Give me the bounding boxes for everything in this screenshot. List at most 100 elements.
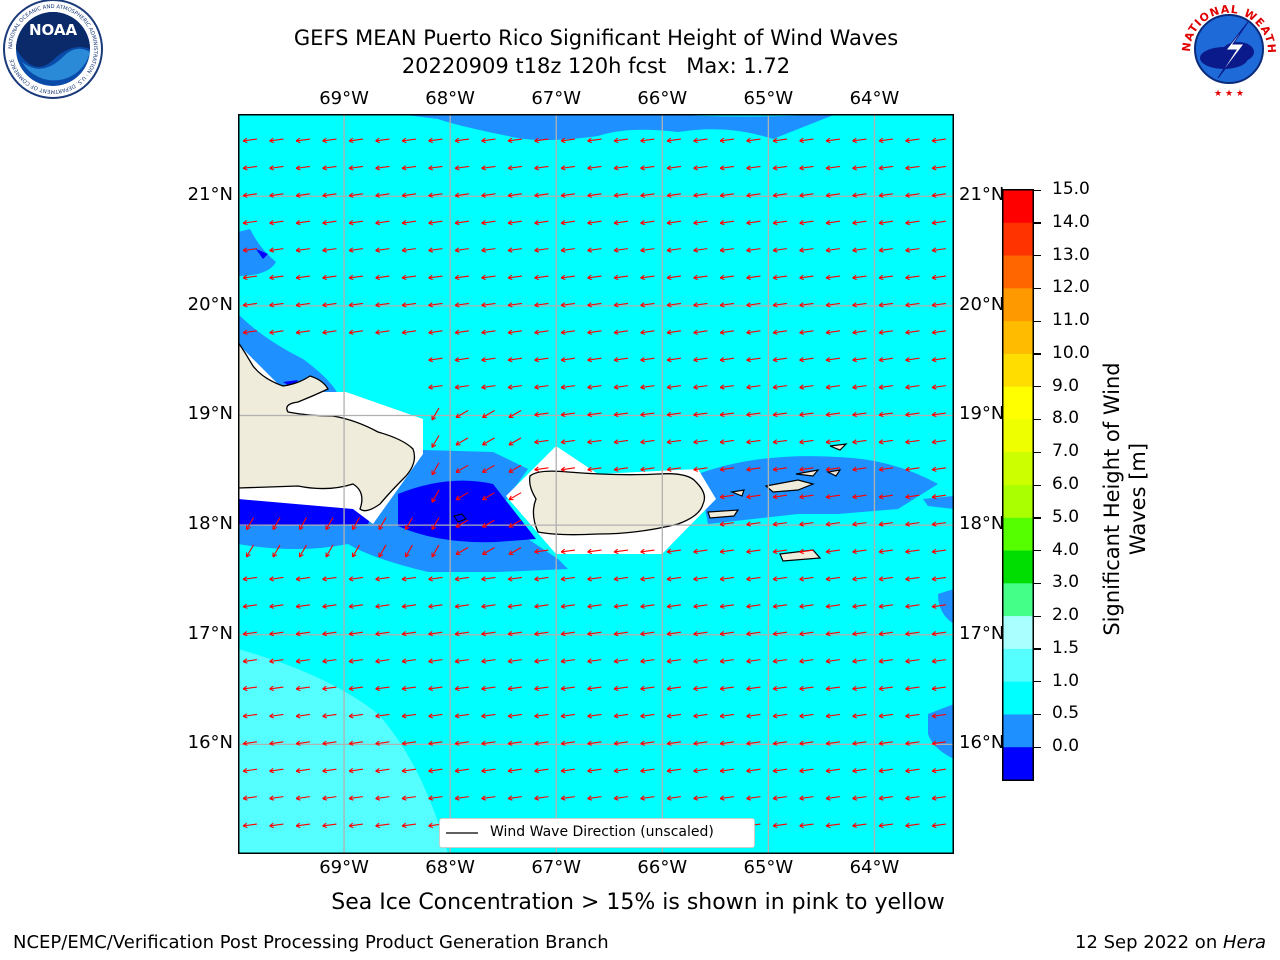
wind-arrow [295, 576, 311, 582]
wind-arrow [560, 576, 576, 582]
wind-arrow [905, 439, 920, 445]
wind-arrow [428, 767, 443, 774]
colorbar-tick-label: 4.0 [1052, 539, 1080, 560]
wind-arrow [348, 795, 364, 801]
wind-arrow [852, 356, 867, 363]
wind-arrow [560, 165, 576, 171]
wind-arrow [772, 740, 788, 746]
lat-tick-right: 17°N [959, 622, 1005, 644]
lon-tick-top: 66°W [637, 88, 688, 109]
wind-arrow [931, 329, 947, 335]
wind-arrow [719, 521, 735, 527]
wind-arrow [454, 767, 470, 774]
wind-arrow [613, 630, 629, 637]
wind-arrow [378, 544, 387, 558]
wind-arrow [825, 795, 841, 801]
wind-arrow [269, 767, 284, 774]
wind-arrow [348, 576, 364, 582]
wind-arrow [666, 439, 682, 445]
wind-arrow [719, 713, 735, 719]
wind-arrow [746, 795, 761, 801]
wind-arrow [931, 247, 947, 253]
wind-arrow [455, 437, 469, 446]
wind-arrow [401, 713, 417, 719]
wind-arrow [852, 165, 867, 171]
wind-arrow [401, 165, 417, 171]
wind-arrow [852, 493, 867, 500]
wind-arrow [587, 658, 602, 664]
wind-arrow [560, 137, 576, 144]
colorbar-tick-mark [1034, 550, 1041, 552]
wind-arrow [613, 192, 629, 198]
wind-arrow [322, 274, 337, 281]
wind-arrow [931, 548, 947, 555]
wind-arrow [772, 384, 788, 390]
wind-arrow [322, 329, 337, 335]
wind-arrow [693, 795, 708, 801]
wind-arrow [587, 247, 602, 253]
wind-arrow [428, 740, 443, 746]
wind-arrow [481, 302, 496, 308]
wind-arrow [375, 192, 390, 198]
wind-arrow [431, 462, 440, 476]
wind-arrow [772, 521, 788, 527]
wind-arrow [852, 302, 867, 308]
lon-tick-top: 68°W [425, 88, 475, 109]
wind-arrow [613, 576, 629, 582]
wind-arrow [507, 795, 523, 801]
wind-arrow [772, 822, 788, 829]
wind-arrow [613, 411, 629, 418]
wind-arrow [587, 192, 602, 198]
wind-arrow [348, 192, 364, 198]
wind-arrow [693, 137, 708, 144]
contour-1-5-2-0 [238, 649, 448, 854]
wind-arrow [693, 603, 708, 609]
wind-arrow [508, 410, 522, 419]
wind-arrow [613, 795, 629, 801]
colorbar-tick-mark [1034, 418, 1041, 421]
wind-arrow [931, 740, 947, 746]
wind-arrow [401, 603, 417, 609]
wind-arrow [905, 384, 920, 390]
wind-arrow [799, 274, 814, 281]
wind-arrow [454, 658, 470, 664]
wind-arrow [428, 137, 443, 144]
wind-arrow [507, 384, 523, 390]
wind-arrow [507, 685, 523, 692]
wind-arrow [534, 356, 549, 363]
wind-arrow [825, 411, 841, 418]
wind-arrow [746, 411, 761, 418]
wind-arrow [878, 192, 894, 198]
wind-arrow [613, 137, 629, 144]
wind-arrow [772, 329, 788, 335]
wind-arrow [269, 576, 284, 582]
wind-arrow [507, 658, 523, 664]
wind-arrow [905, 493, 920, 500]
wind-arrow [931, 411, 947, 418]
wind-arrow [825, 165, 841, 171]
footer-date-text: 12 Sep 2022 on [1075, 932, 1223, 953]
wind-arrow [772, 274, 788, 281]
chart-title-line2: 20220909 t18z 120h fcst Max: 1.72 [401, 54, 791, 78]
wind-arrow [746, 219, 761, 226]
wind-arrow [666, 466, 682, 472]
wind-arrow [428, 165, 443, 171]
wind-arrow [852, 329, 867, 335]
wind-arrow [905, 658, 920, 664]
wind-arrow [666, 192, 682, 198]
wind-arrow [269, 685, 284, 692]
wind-arrow [534, 576, 549, 582]
wind-arrow [931, 822, 947, 829]
wind-arrow [905, 713, 920, 719]
wind-arrow [905, 411, 920, 418]
wind-arrow [719, 302, 735, 308]
wind-arrow [640, 466, 655, 472]
wind-arrow [560, 411, 576, 418]
wind-arrow [931, 767, 947, 774]
colorbar-segment [1003, 386, 1033, 420]
wind-arrow [693, 685, 708, 692]
wind-arrow [242, 740, 258, 746]
wind-arrow [455, 519, 469, 528]
wind-arrow [431, 517, 440, 531]
wind-arrow [799, 192, 814, 198]
